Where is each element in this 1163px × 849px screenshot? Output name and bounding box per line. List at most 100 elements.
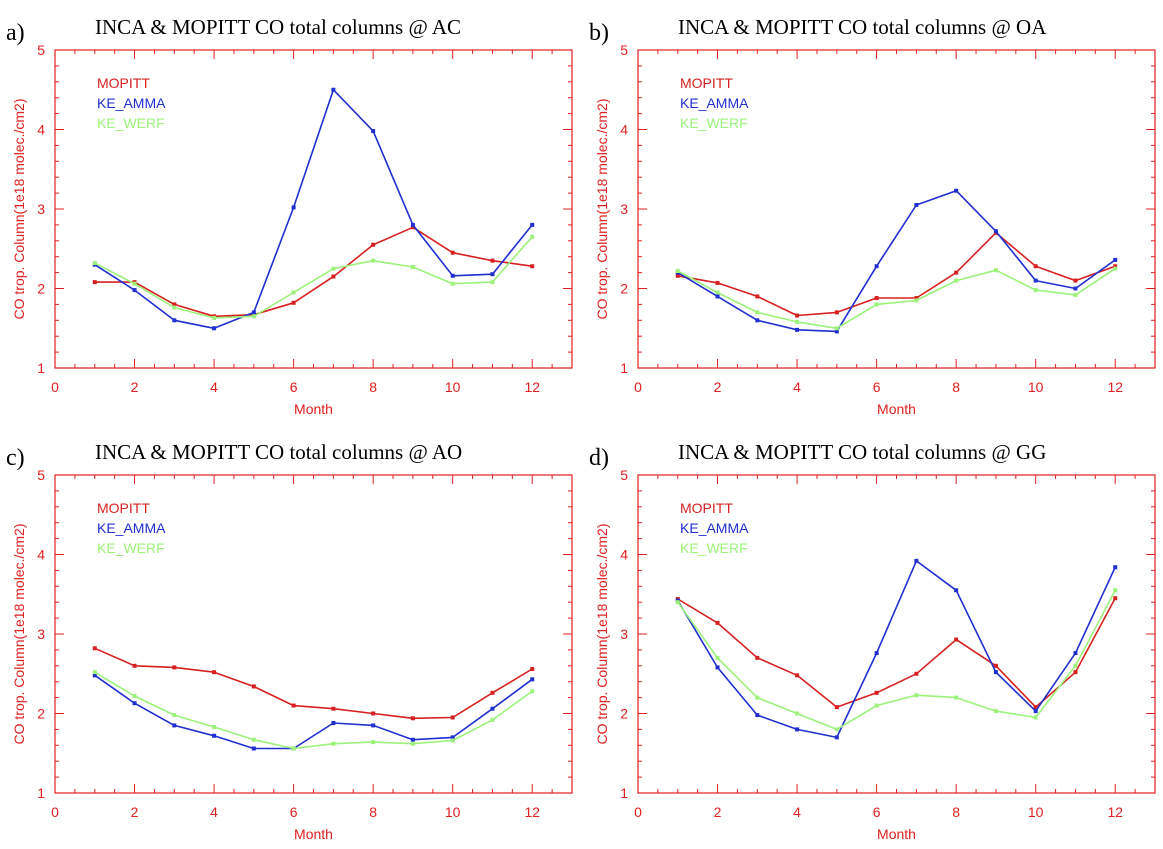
data-point-ke-amma — [212, 326, 217, 331]
data-point-ke-amma — [834, 329, 839, 334]
data-point-ke-amma — [410, 222, 415, 227]
data-point-ke-amma — [172, 723, 177, 728]
data-point-ke-werf — [450, 281, 455, 286]
chart-svg-c: c) INCA & MOPITT CO total columns @ AO 0 2 4… — [6, 440, 573, 842]
y-tick-label: 1 — [37, 360, 45, 376]
data-point-mopitt — [1073, 670, 1078, 675]
x-tick-label: 10 — [1028, 804, 1044, 820]
data-point-mopitt — [291, 703, 296, 708]
data-point-ke-amma — [1073, 286, 1078, 291]
y-tick-label: 2 — [37, 706, 45, 722]
data-point-ke-amma — [132, 288, 137, 293]
data-point-ke-werf — [331, 266, 336, 271]
y-tick-label: 4 — [37, 547, 45, 563]
data-point-mopitt — [914, 296, 919, 301]
legend-entry-ke-amma: KE_AMMA — [97, 95, 166, 111]
data-point-mopitt — [755, 655, 760, 660]
data-point-mopitt — [450, 250, 455, 255]
data-point-mopitt — [530, 666, 535, 671]
data-point-ke-werf — [675, 600, 680, 605]
data-point-mopitt — [132, 663, 137, 668]
data-point-ke-amma — [450, 735, 455, 740]
data-point-ke-werf — [490, 280, 495, 285]
series-line-ke-amma — [94, 89, 533, 330]
chart-title: INCA & MOPITT CO total columns @ OA — [678, 15, 1047, 39]
data-point-ke-amma — [530, 677, 535, 682]
data-point-ke-amma — [755, 318, 760, 323]
x-axis-label: Month — [294, 401, 333, 417]
data-point-mopitt — [675, 273, 680, 278]
data-point-mopitt — [450, 715, 455, 720]
data-point-mopitt — [834, 310, 839, 315]
data-point-ke-werf — [1073, 292, 1078, 297]
x-axis-label: Month — [877, 826, 916, 842]
x-tick-label: 8 — [952, 379, 960, 395]
x-tick-label: 8 — [369, 804, 377, 820]
legend-entry-ke-amma: KE_AMMA — [97, 520, 166, 536]
x-tick-label: 6 — [873, 379, 881, 395]
data-point-ke-werf — [834, 727, 839, 732]
data-point-mopitt — [331, 706, 336, 711]
legend-entry-mopitt: MOPITT — [680, 75, 733, 91]
data-point-mopitt — [874, 296, 879, 301]
x-tick-label: 10 — [445, 804, 461, 820]
series-line-ke-werf — [677, 589, 1116, 731]
data-point-ke-werf — [530, 689, 535, 694]
data-point-ke-werf — [490, 717, 495, 722]
data-point-mopitt — [993, 663, 998, 668]
legend-entry-mopitt: MOPITT — [97, 500, 150, 516]
data-point-ke-werf — [371, 258, 376, 263]
x-tick-label: 6 — [873, 804, 881, 820]
chart-panel-b: b) INCA & MOPITT CO total columns @ OA 0 2 4… — [583, 0, 1163, 424]
data-point-mopitt — [490, 690, 495, 695]
data-point-ke-amma — [914, 203, 919, 208]
data-point-ke-werf — [92, 670, 97, 675]
series-line-ke-werf — [677, 267, 1116, 330]
data-point-mopitt — [874, 690, 879, 695]
data-point-mopitt — [795, 313, 800, 318]
y-tick-label: 4 — [620, 547, 628, 563]
data-point-ke-werf — [251, 314, 256, 319]
data-point-ke-werf — [1033, 288, 1038, 293]
data-point-ke-werf — [132, 694, 137, 699]
x-tick-label: 6 — [290, 804, 298, 820]
data-point-mopitt — [834, 705, 839, 710]
series-line-ke-amma — [94, 674, 533, 750]
data-point-ke-amma — [954, 588, 959, 593]
data-point-ke-werf — [715, 655, 720, 660]
data-point-ke-werf — [212, 725, 217, 730]
data-point-ke-amma — [1113, 565, 1118, 570]
data-point-ke-amma — [371, 129, 376, 134]
data-point-mopitt — [1073, 278, 1078, 283]
x-tick-label: 4 — [793, 804, 801, 820]
data-point-ke-amma — [92, 673, 97, 678]
x-tick-label: 4 — [793, 379, 801, 395]
y-tick-label: 2 — [620, 281, 628, 297]
x-tick-label: 2 — [131, 379, 139, 395]
data-point-ke-amma — [490, 706, 495, 711]
data-point-mopitt — [715, 620, 720, 625]
y-tick-label: 3 — [37, 201, 45, 217]
legend-entry-mopitt: MOPITT — [680, 500, 733, 516]
legend-entry-ke-werf: KE_WERF — [97, 115, 165, 131]
data-point-ke-werf — [1073, 663, 1078, 668]
legend-entry-ke-amma: KE_AMMA — [680, 520, 749, 536]
x-axis-label: Month — [294, 826, 333, 842]
data-point-ke-amma — [251, 746, 256, 751]
legend-entry-ke-werf: KE_WERF — [680, 540, 748, 556]
x-tick-label: 12 — [1107, 379, 1123, 395]
data-point-ke-amma — [874, 651, 879, 656]
y-tick-label: 2 — [37, 281, 45, 297]
y-axis-label: CO trop. Column(1e18 molec./cm2) — [11, 99, 27, 320]
series-line-ke-werf — [94, 671, 533, 750]
data-point-mopitt — [172, 665, 177, 670]
y-tick-label: 4 — [620, 122, 628, 138]
data-point-ke-werf — [172, 305, 177, 310]
y-tick-label: 3 — [37, 626, 45, 642]
data-point-ke-werf — [993, 268, 998, 273]
y-tick-label: 5 — [620, 467, 628, 483]
data-point-ke-werf — [371, 740, 376, 745]
data-point-mopitt — [92, 646, 97, 651]
data-point-ke-werf — [914, 298, 919, 303]
x-tick-label: 12 — [524, 379, 540, 395]
